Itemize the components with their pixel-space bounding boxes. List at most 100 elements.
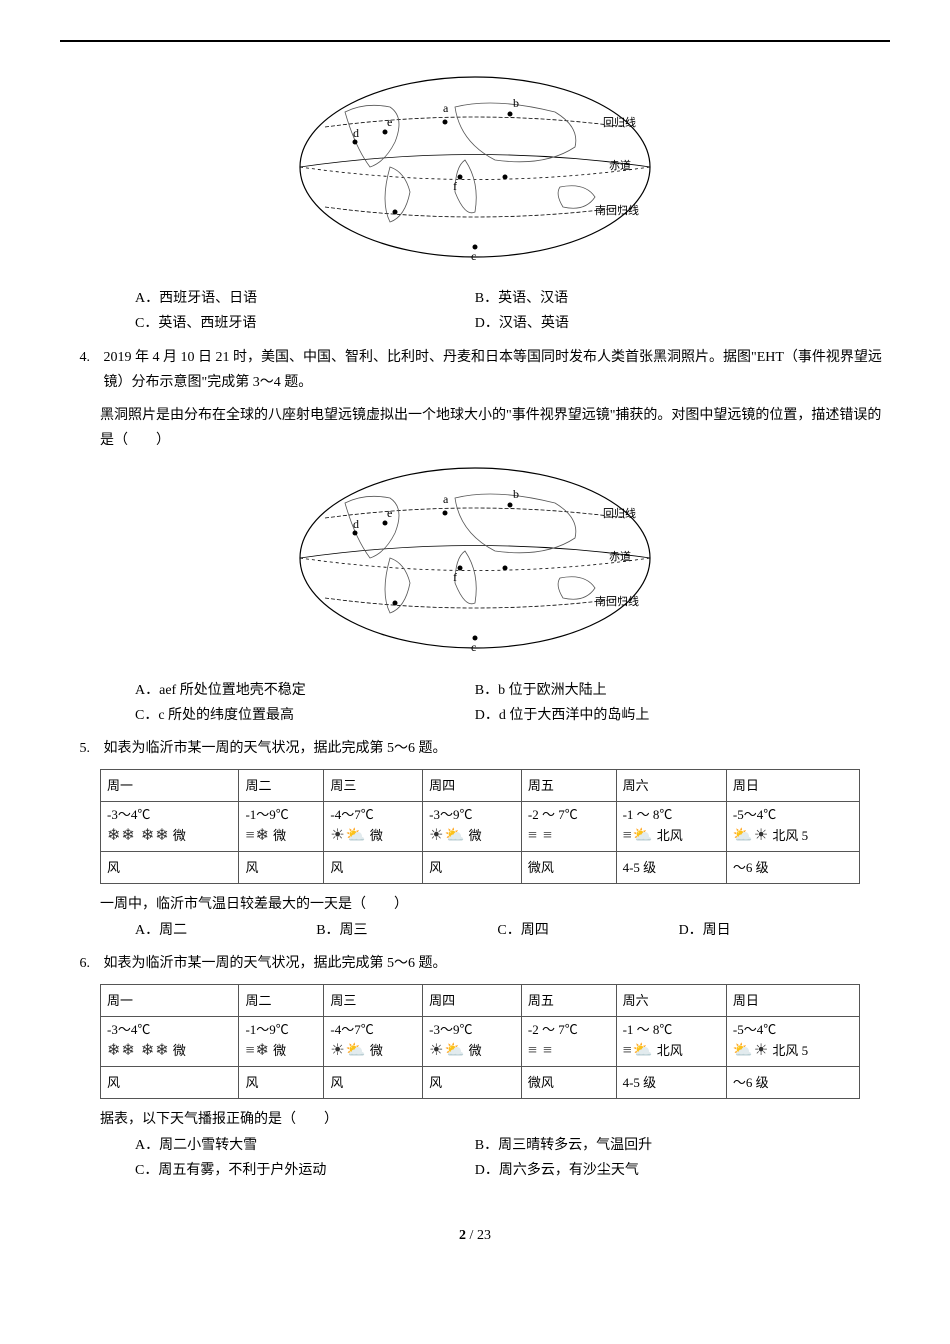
q5-stem: 如表为临沂市某一周的天气状况，据此完成第 5～6 题。 (104, 736, 884, 761)
q5-question: 一周中，临沂市气温日较差最大的一天是（ ） (100, 892, 890, 917)
map-label-d: d (353, 126, 359, 140)
q6-question: 据表，以下天气播报正确的是（ ） (100, 1107, 890, 1132)
weather-icon: ☀⛅ (429, 827, 465, 844)
table-row: -3～4℃❄❄ ❄❄ 微 -1～9℃≡❄ 微 -4～7℃☀⛅ 微 -3～9℃☀⛅… (101, 1017, 860, 1067)
weather-icon: ☀⛅ (330, 827, 366, 844)
top-rule (60, 40, 890, 42)
wind-3: 风 (423, 852, 522, 884)
wind-0: 风 (101, 852, 239, 884)
q4-opt-b: B．b 位于欧洲大陆上 (475, 678, 815, 703)
wind-suf-5: 北风 (657, 828, 683, 843)
q4-opt-c: C．c 所处的纬度位置最高 (135, 703, 475, 728)
temp-2: -4～7℃ (330, 806, 416, 824)
svg-text:e: e (387, 506, 392, 520)
question-6: 6. 如表为临沂市某一周的天气状况，据此完成第 5～6 题。 (60, 951, 890, 976)
wind-5: 4-5 级 (616, 852, 726, 884)
wind-suf-0: 微 (173, 828, 186, 843)
temp-5: -1 ～ 8℃ (623, 806, 720, 824)
wk-head-2: 周三 (324, 770, 423, 802)
page-current: 2 (459, 1228, 466, 1243)
wk-head-6: 周日 (726, 770, 859, 802)
q3-opt-a: A．西班牙语、日语 (135, 286, 475, 311)
world-map-svg-2: a b d e f c 回归线 赤道 南回归线 (295, 463, 655, 653)
svg-text:a: a (443, 492, 449, 506)
q6-opt-c: C．周五有雾，不利于户外运动 (135, 1158, 475, 1183)
svg-text:d: d (353, 517, 359, 531)
table-row: -3～4℃ ❄❄ ❄❄ 微 -1～9℃ ≡❄ 微 -4～7℃ ☀⛅ 微 -3～9℃ ☀⛅… (101, 802, 860, 852)
table-row: 周一 周二 周三 周四 周五 周六 周日 (101, 984, 860, 1016)
svg-text:南回归线: 南回归线 (595, 594, 639, 608)
weather-icon: ❄❄ ❄❄ (107, 1042, 170, 1059)
temp-4: -2 ～ 7℃ (528, 806, 610, 824)
wind-suf-1: 微 (273, 828, 286, 843)
wind-4: 微风 (521, 852, 616, 884)
q6-opt-b: B．周三晴转多云，气温回升 (475, 1133, 815, 1158)
weather-table-1: 周一 周二 周三 周四 周五 周六 周日 -3～4℃ ❄❄ ❄❄ 微 -1～9℃ ≡… (100, 769, 860, 884)
map-label-f: f (453, 179, 457, 193)
q4-number: 4. (60, 345, 90, 370)
q6-options: A．周二小雪转大雪 B．周三晴转多云，气温回升 C．周五有雾，不利于户外运动 D… (135, 1133, 890, 1183)
q6-number: 6. (60, 951, 90, 976)
map-label-equator: 赤道 (609, 158, 631, 172)
map-label-c: c (471, 249, 476, 262)
q3-opt-c: C．英语、西班牙语 (135, 311, 475, 336)
q6-stem: 如表为临沂市某一周的天气状况，据此完成第 5～6 题。 (104, 951, 884, 976)
weather-icon: ≡ ≡ (528, 827, 553, 844)
q6-opt-d: D．周六多云，有沙尘天气 (475, 1158, 815, 1183)
q4-opt-d: D．d 位于大西洋中的岛屿上 (475, 703, 815, 728)
question-4: 4. 2019 年 4 月 10 日 21 时，美国、中国、智利、比利时、丹麦和… (60, 345, 890, 395)
svg-text:f: f (453, 570, 457, 584)
world-map-svg: a b d e f c 回归线 赤道 南回归线 (295, 72, 655, 262)
q5-opt-c: C．周四 (497, 918, 678, 943)
q4-stem1: 2019 年 4 月 10 日 21 时，美国、中国、智利、比利时、丹麦和日本等… (104, 345, 884, 395)
page-number: 2 / 23 (60, 1223, 890, 1248)
wk-head-4: 周五 (521, 770, 616, 802)
table-row: 周一 周二 周三 周四 周五 周六 周日 (101, 770, 860, 802)
temp-3: -3～9℃ (429, 806, 515, 824)
wind-1: 风 (239, 852, 324, 884)
q5-opt-a: A．周二 (135, 918, 316, 943)
q4-opt-a: A．aef 所处位置地壳不稳定 (135, 678, 475, 703)
weather-icon: ≡❄ (245, 827, 269, 844)
table-row: 风 风 风 风 微风 4-5 级 ～6 级 (101, 852, 860, 884)
map-label-a: a (443, 101, 449, 115)
page-total: 23 (477, 1228, 491, 1243)
temp-0: -3～4℃ (107, 806, 232, 824)
weather-icon: ≡⛅ (623, 827, 654, 844)
wind-suf-2: 微 (370, 828, 383, 843)
wind-suf-3: 微 (469, 828, 482, 843)
map-label-tropic-s: 南回归线 (595, 203, 639, 217)
q5-options: A．周二 B．周三 C．周四 D．周日 (135, 918, 890, 943)
q6-opt-a: A．周二小雪转大雪 (135, 1133, 475, 1158)
weather-icon: ≡❄ (245, 1042, 269, 1059)
question-5: 5. 如表为临沂市某一周的天气状况，据此完成第 5～6 题。 (60, 736, 890, 761)
wk-head-0: 周一 (101, 770, 239, 802)
map-label-tropic-n: 回归线 (603, 115, 636, 129)
wind-suf-6: 北风 5 (772, 828, 808, 843)
weather-icon: ☀⛅ (330, 1042, 366, 1059)
temp-6: -5～4℃ (733, 806, 853, 824)
svg-text:赤道: 赤道 (609, 549, 631, 563)
q5-number: 5. (60, 736, 90, 761)
q3-options: A．西班牙语、日语 B．英语、汉语 C．英语、西班牙语 D．汉语、英语 (135, 286, 890, 336)
q3-opt-b: B．英语、汉语 (475, 286, 815, 311)
weather-icon: ❄❄ ❄❄ (107, 827, 170, 844)
table-row: 风 风 风 风 微风 4-5 级 ～6 级 (101, 1066, 860, 1098)
svg-text:c: c (471, 640, 476, 653)
q3-opt-d: D．汉语、英语 (475, 311, 815, 336)
q5-opt-d: D．周日 (679, 918, 860, 943)
weather-icon: ⛅☀ (733, 1042, 769, 1059)
temp-1: -1～9℃ (245, 806, 317, 824)
weather-icon: ⛅☀ (733, 827, 769, 844)
map-figure-2: a b d e f c 回归线 赤道 南回归线 (60, 463, 890, 662)
svg-text:回归线: 回归线 (603, 506, 636, 520)
weather-icon: ☀⛅ (429, 1042, 465, 1059)
map-figure-1: a b d e f c 回归线 赤道 南回归线 (60, 72, 890, 271)
map-label-e-upper: e (387, 115, 392, 129)
wk-head-5: 周六 (616, 770, 726, 802)
q5-opt-b: B．周三 (316, 918, 497, 943)
q4-options: A．aef 所处位置地壳不稳定 B．b 位于欧洲大陆上 C．c 所处的纬度位置最… (135, 678, 890, 728)
wk-head-1: 周二 (239, 770, 324, 802)
weather-table-2: 周一 周二 周三 周四 周五 周六 周日 -3～4℃❄❄ ❄❄ 微 -1～9℃≡… (100, 984, 860, 1099)
q4-stem2: 黑洞照片是由分布在全球的八座射电望远镜虚拟出一个地球大小的"事件视界望远镜"捕获… (100, 403, 890, 453)
